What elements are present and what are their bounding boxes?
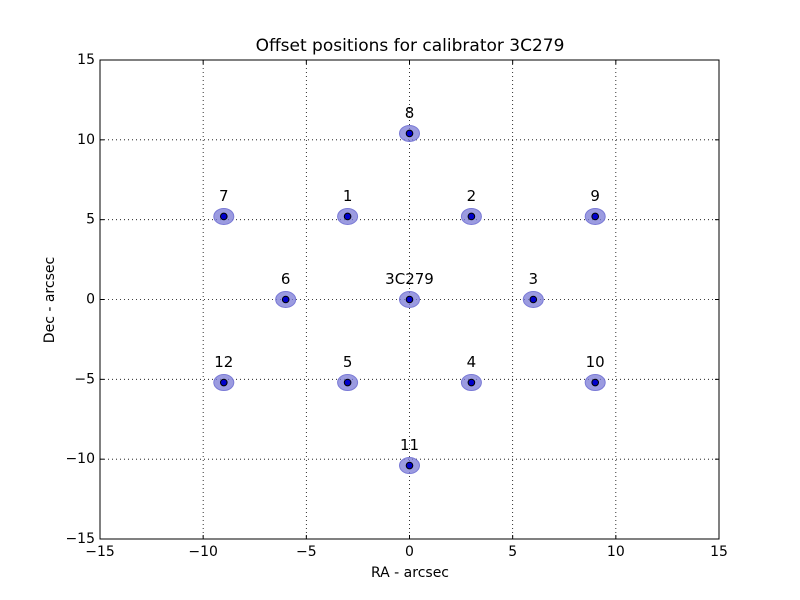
y-tick-label: 15: [77, 52, 95, 68]
point-label: 3C279: [385, 270, 434, 288]
y-tick-label: 10: [77, 132, 95, 148]
point: [591, 378, 600, 387]
chart-title: Offset positions for calibrator 3C279: [256, 36, 565, 56]
y-axis-label: Dec - arcsec: [42, 257, 58, 343]
x-tick-label: −5: [296, 544, 317, 560]
point: [467, 378, 476, 387]
point-label: 6: [281, 270, 291, 288]
point-label: 11: [400, 436, 419, 454]
x-tick-label: −10: [188, 544, 218, 560]
plot-frame: [99, 59, 720, 540]
y-tick-label: −10: [65, 451, 95, 467]
y-tick-label: −5: [74, 371, 95, 387]
point: [220, 378, 228, 387]
x-tick-label: 5: [508, 544, 517, 560]
point-label: 1: [343, 187, 353, 205]
point-label: 7: [219, 187, 229, 205]
x-tick-label: 0: [405, 544, 414, 560]
point: [281, 295, 290, 304]
x-axis-label: RA - arcsec: [371, 565, 449, 581]
x-tick-label: 10: [607, 544, 625, 560]
point: [405, 129, 414, 138]
point: [343, 378, 352, 387]
point: [405, 295, 414, 304]
point-label: 2: [467, 187, 477, 205]
point: [220, 212, 228, 221]
point-label: 4: [467, 353, 477, 371]
point-label: 9: [590, 187, 600, 205]
y-tick-label: 5: [86, 212, 95, 228]
point: [529, 295, 538, 304]
point: [343, 212, 352, 221]
point-label: 12: [214, 353, 233, 371]
point: [467, 212, 476, 221]
x-tick-label: 15: [710, 544, 728, 560]
point-label: 10: [586, 353, 605, 371]
y-tick-label: 0: [86, 292, 95, 308]
point: [591, 212, 600, 221]
point-label: 3: [529, 270, 539, 288]
point: [405, 461, 414, 470]
x-tick-label: −15: [85, 544, 115, 560]
y-tick-label: −15: [65, 531, 95, 547]
point-label: 8: [405, 104, 415, 122]
point-label: 5: [343, 353, 353, 371]
